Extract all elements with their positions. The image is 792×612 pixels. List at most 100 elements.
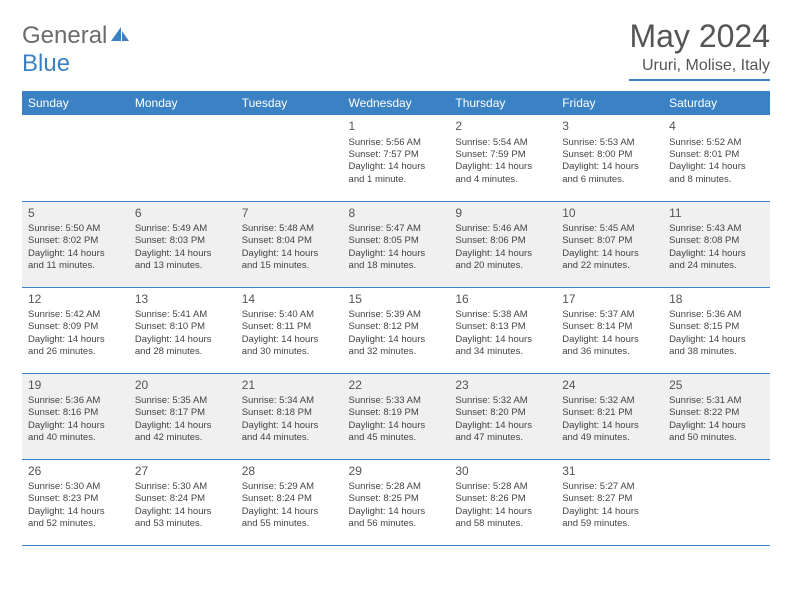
sunrise-line: Sunrise: 5:49 AM xyxy=(135,223,230,235)
sunset-line: Sunset: 8:16 PM xyxy=(28,407,123,419)
sunrise-line: Sunrise: 5:50 AM xyxy=(28,223,123,235)
day-info: Sunrise: 5:40 AMSunset: 8:11 PMDaylight:… xyxy=(242,309,337,358)
daylight-line: Daylight: 14 hours and 49 minutes. xyxy=(562,420,657,445)
day-number: 21 xyxy=(242,378,337,394)
day-number: 5 xyxy=(28,206,123,222)
day-number: 11 xyxy=(669,206,764,222)
sunset-line: Sunset: 8:27 PM xyxy=(562,493,657,505)
day-cell: 2Sunrise: 5:54 AMSunset: 7:59 PMDaylight… xyxy=(449,115,556,201)
day-cell: 4Sunrise: 5:52 AMSunset: 8:01 PMDaylight… xyxy=(663,115,770,201)
sunrise-line: Sunrise: 5:28 AM xyxy=(455,481,550,493)
sunset-line: Sunset: 8:14 PM xyxy=(562,321,657,333)
header: GeneralBlue May 2024 Ururi, Molise, Ital… xyxy=(22,18,770,81)
day-cell: 12Sunrise: 5:42 AMSunset: 8:09 PMDayligh… xyxy=(22,287,129,373)
day-number: 23 xyxy=(455,378,550,394)
day-number: 27 xyxy=(135,464,230,480)
day-cell: 17Sunrise: 5:37 AMSunset: 8:14 PMDayligh… xyxy=(556,287,663,373)
sunset-line: Sunset: 8:11 PM xyxy=(242,321,337,333)
day-cell: 30Sunrise: 5:28 AMSunset: 8:26 PMDayligh… xyxy=(449,459,556,545)
day-number: 7 xyxy=(242,206,337,222)
day-cell: 29Sunrise: 5:28 AMSunset: 8:25 PMDayligh… xyxy=(343,459,450,545)
daylight-line: Daylight: 14 hours and 40 minutes. xyxy=(28,420,123,445)
day-cell: 21Sunrise: 5:34 AMSunset: 8:18 PMDayligh… xyxy=(236,373,343,459)
day-info: Sunrise: 5:32 AMSunset: 8:21 PMDaylight:… xyxy=(562,395,657,444)
dayhead-mon: Monday xyxy=(129,91,236,115)
week-row: 12Sunrise: 5:42 AMSunset: 8:09 PMDayligh… xyxy=(22,287,770,373)
day-header-row: Sunday Monday Tuesday Wednesday Thursday… xyxy=(22,91,770,115)
daylight-line: Daylight: 14 hours and 45 minutes. xyxy=(349,420,444,445)
sunrise-line: Sunrise: 5:53 AM xyxy=(562,137,657,149)
day-info: Sunrise: 5:28 AMSunset: 8:25 PMDaylight:… xyxy=(349,481,444,530)
day-number: 28 xyxy=(242,464,337,480)
day-cell: 16Sunrise: 5:38 AMSunset: 8:13 PMDayligh… xyxy=(449,287,556,373)
day-info: Sunrise: 5:49 AMSunset: 8:03 PMDaylight:… xyxy=(135,223,230,272)
sunrise-line: Sunrise: 5:39 AM xyxy=(349,309,444,321)
sunrise-line: Sunrise: 5:29 AM xyxy=(242,481,337,493)
sunset-line: Sunset: 8:03 PM xyxy=(135,235,230,247)
daylight-line: Daylight: 14 hours and 55 minutes. xyxy=(242,506,337,531)
day-info: Sunrise: 5:56 AMSunset: 7:57 PMDaylight:… xyxy=(349,137,444,186)
sunset-line: Sunset: 8:23 PM xyxy=(28,493,123,505)
sunrise-line: Sunrise: 5:40 AM xyxy=(242,309,337,321)
day-number: 25 xyxy=(669,378,764,394)
day-cell: 27Sunrise: 5:30 AMSunset: 8:24 PMDayligh… xyxy=(129,459,236,545)
day-info: Sunrise: 5:48 AMSunset: 8:04 PMDaylight:… xyxy=(242,223,337,272)
sunset-line: Sunset: 7:59 PM xyxy=(455,149,550,161)
day-number: 14 xyxy=(242,292,337,308)
week-row: 1 Sunrise: 5:56 AMSunset: 7:57 PMDaylight… xyxy=(22,115,770,201)
sunset-line: Sunset: 8:07 PM xyxy=(562,235,657,247)
day-cell xyxy=(22,115,129,201)
day-info: Sunrise: 5:39 AMSunset: 8:12 PMDaylight:… xyxy=(349,309,444,358)
dayhead-fri: Friday xyxy=(556,91,663,115)
sunset-line: Sunset: 8:13 PM xyxy=(455,321,550,333)
sunrise-line: Sunrise: 5:54 AM xyxy=(455,137,550,149)
sunset-line: Sunset: 8:19 PM xyxy=(349,407,444,419)
calendar-table: Sunday Monday Tuesday Wednesday Thursday… xyxy=(22,91,770,546)
sunset-line: Sunset: 8:02 PM xyxy=(28,235,123,247)
daylight-line: Daylight: 14 hours and 47 minutes. xyxy=(455,420,550,445)
daylight-line: Daylight: 14 hours and 36 minutes. xyxy=(562,334,657,359)
daylight-line: Daylight: 14 hours and 32 minutes. xyxy=(349,334,444,359)
day-number: 1 xyxy=(349,119,444,135)
daylight-line: Daylight: 14 hours and 52 minutes. xyxy=(28,506,123,531)
day-number: 26 xyxy=(28,464,123,480)
sunset-line: Sunset: 8:01 PM xyxy=(669,149,764,161)
sunset-line: Sunset: 8:24 PM xyxy=(135,493,230,505)
week-row: 26Sunrise: 5:30 AMSunset: 8:23 PMDayligh… xyxy=(22,459,770,545)
day-info: Sunrise: 5:47 AMSunset: 8:05 PMDaylight:… xyxy=(349,223,444,272)
daylight-line: Daylight: 14 hours and 20 minutes. xyxy=(455,248,550,273)
day-number: 22 xyxy=(349,378,444,394)
day-number: 17 xyxy=(562,292,657,308)
day-cell: 9Sunrise: 5:46 AMSunset: 8:06 PMDaylight… xyxy=(449,201,556,287)
logo: GeneralBlue xyxy=(22,22,131,78)
sunset-line: Sunset: 8:21 PM xyxy=(562,407,657,419)
day-info: Sunrise: 5:27 AMSunset: 8:27 PMDaylight:… xyxy=(562,481,657,530)
dayhead-sat: Saturday xyxy=(663,91,770,115)
day-cell: 25Sunrise: 5:31 AMSunset: 8:22 PMDayligh… xyxy=(663,373,770,459)
day-info: Sunrise: 5:32 AMSunset: 8:20 PMDaylight:… xyxy=(455,395,550,444)
sunset-line: Sunset: 7:57 PM xyxy=(349,149,444,161)
day-number: 19 xyxy=(28,378,123,394)
day-cell: 11Sunrise: 5:43 AMSunset: 8:08 PMDayligh… xyxy=(663,201,770,287)
daylight-line: Daylight: 14 hours and 44 minutes. xyxy=(242,420,337,445)
day-number: 30 xyxy=(455,464,550,480)
sunrise-line: Sunrise: 5:32 AM xyxy=(562,395,657,407)
sunrise-line: Sunrise: 5:48 AM xyxy=(242,223,337,235)
sunset-line: Sunset: 8:06 PM xyxy=(455,235,550,247)
day-cell: 8Sunrise: 5:47 AMSunset: 8:05 PMDaylight… xyxy=(343,201,450,287)
day-cell: 6Sunrise: 5:49 AMSunset: 8:03 PMDaylight… xyxy=(129,201,236,287)
daylight-line: Daylight: 14 hours and 28 minutes. xyxy=(135,334,230,359)
daylight-line: Daylight: 14 hours and 4 minutes. xyxy=(455,161,550,186)
day-cell: 15Sunrise: 5:39 AMSunset: 8:12 PMDayligh… xyxy=(343,287,450,373)
sunset-line: Sunset: 8:22 PM xyxy=(669,407,764,419)
daylight-line: Daylight: 14 hours and 59 minutes. xyxy=(562,506,657,531)
daylight-line: Daylight: 14 hours and 1 minute. xyxy=(349,161,444,186)
logo-part1: General xyxy=(22,22,107,49)
day-info: Sunrise: 5:50 AMSunset: 8:02 PMDaylight:… xyxy=(28,223,123,272)
day-number: 18 xyxy=(669,292,764,308)
day-number: 9 xyxy=(455,206,550,222)
location: Ururi, Molise, Italy xyxy=(629,57,770,81)
sunset-line: Sunset: 8:26 PM xyxy=(455,493,550,505)
day-info: Sunrise: 5:43 AMSunset: 8:08 PMDaylight:… xyxy=(669,223,764,272)
sunset-line: Sunset: 8:08 PM xyxy=(669,235,764,247)
